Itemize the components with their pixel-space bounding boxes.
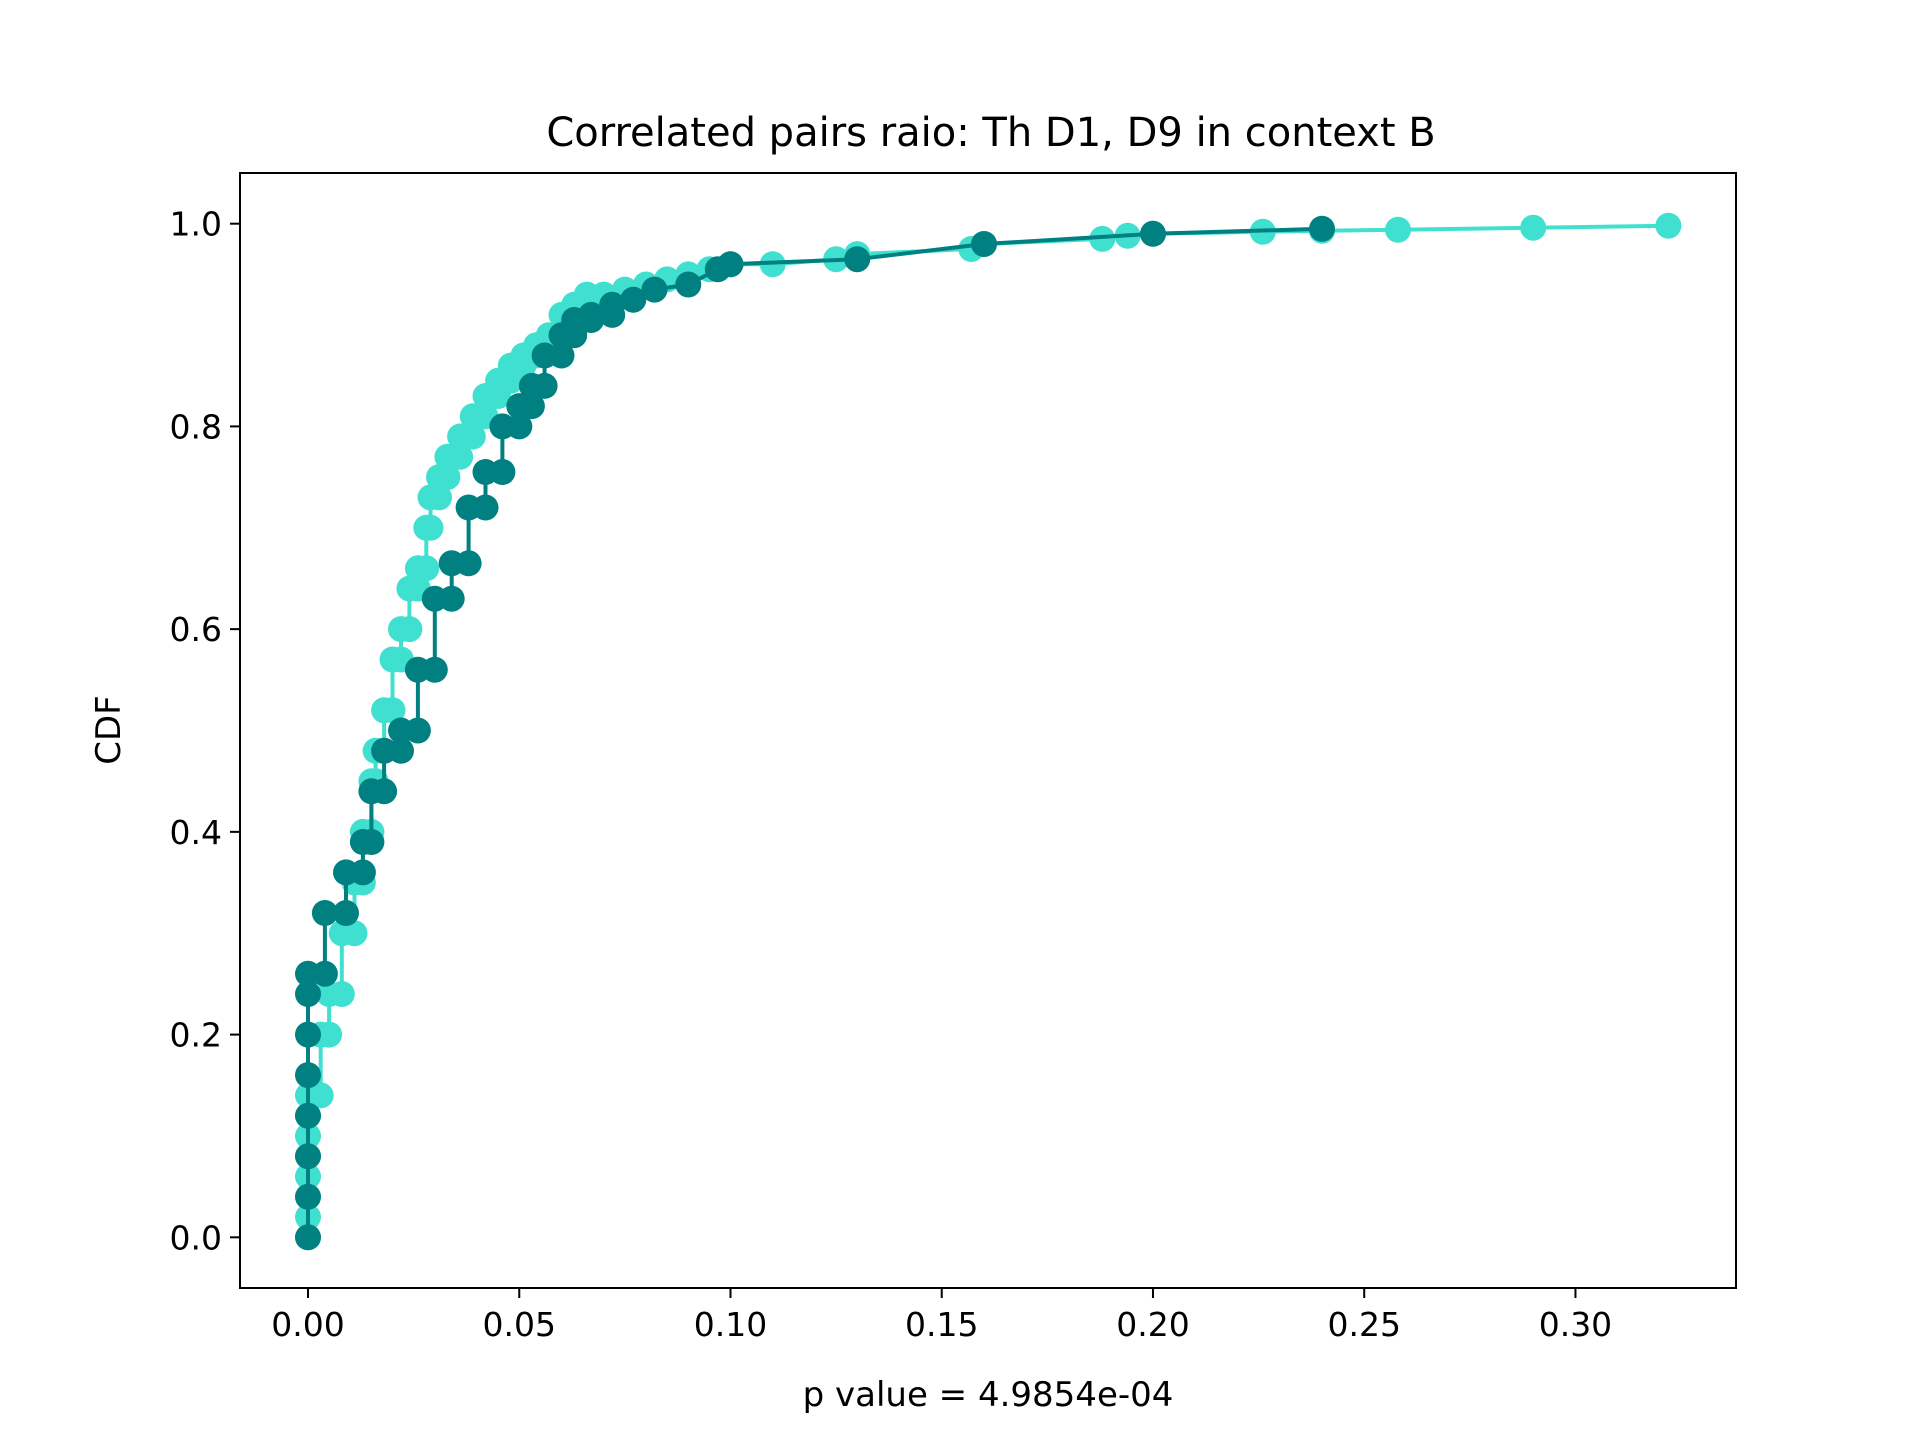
data-point xyxy=(472,494,499,521)
data-point xyxy=(578,301,605,328)
data-point xyxy=(489,459,516,485)
x-axis: 0.00 0.05 0.10 0.15 0.20 0.25 0.30 xyxy=(271,1288,1612,1344)
series-layer xyxy=(295,212,1682,1251)
data-point xyxy=(548,342,575,369)
data-point xyxy=(421,656,448,683)
data-point xyxy=(307,1082,334,1109)
data-point xyxy=(1140,220,1166,247)
plot-frame xyxy=(239,172,1737,1289)
data-point xyxy=(417,514,444,541)
y-tick-label: 0.8 xyxy=(170,407,222,446)
plot-background xyxy=(240,173,1736,1288)
data-point xyxy=(844,246,871,273)
data-point xyxy=(316,1021,343,1048)
y-tick-label: 0.6 xyxy=(170,610,222,649)
data-point xyxy=(295,1143,321,1170)
data-point xyxy=(506,413,533,440)
data-point xyxy=(1655,212,1682,239)
data-point xyxy=(447,443,474,470)
data-point xyxy=(371,778,398,805)
data-point xyxy=(341,920,368,947)
y-tick-label: 0.4 xyxy=(170,813,222,852)
y-tick-label: 0.0 xyxy=(170,1218,222,1257)
data-point xyxy=(599,291,626,318)
data-point xyxy=(349,859,376,886)
data-point xyxy=(311,900,338,926)
data-point xyxy=(518,393,545,420)
data-point xyxy=(295,1021,321,1048)
data-point xyxy=(295,1102,321,1129)
x-tick-label: 0.00 xyxy=(271,1305,344,1344)
data-point xyxy=(1385,216,1411,243)
data-point xyxy=(396,616,423,643)
x-tick-label: 0.15 xyxy=(905,1305,978,1344)
data-point xyxy=(717,251,744,278)
x-tick-label: 0.30 xyxy=(1539,1305,1612,1344)
data-point xyxy=(426,484,452,511)
data-point xyxy=(620,286,647,313)
data-point xyxy=(404,717,431,744)
chart-title: Correlated pairs raio: Th D1, D9 in cont… xyxy=(546,110,1435,156)
data-point xyxy=(388,737,414,764)
plot-area xyxy=(239,172,1737,1289)
data-point xyxy=(675,271,702,298)
data-point xyxy=(295,1224,321,1251)
data-point xyxy=(295,1062,321,1089)
data-point xyxy=(295,1183,321,1210)
x-tick-label: 0.05 xyxy=(483,1305,556,1344)
x-axis-label: p value = 4.9854e-04 xyxy=(803,1375,1174,1415)
data-point xyxy=(311,960,338,987)
data-point xyxy=(459,423,486,450)
data-point xyxy=(455,550,482,577)
data-point xyxy=(438,585,465,612)
y-axis-label: CDF xyxy=(89,695,129,764)
data-point xyxy=(358,829,385,855)
data-point xyxy=(641,276,668,303)
data-point xyxy=(434,464,461,491)
y-axis: 0.0 0.2 0.4 0.6 0.8 1.0 xyxy=(170,205,240,1257)
data-point xyxy=(1309,215,1335,242)
series-dark xyxy=(295,215,1335,1251)
y-tick-label: 1.0 xyxy=(170,205,222,244)
x-tick-label: 0.25 xyxy=(1327,1305,1400,1344)
data-point xyxy=(413,555,440,582)
data-point xyxy=(971,231,997,257)
data-point xyxy=(379,697,406,724)
data-point xyxy=(1089,225,1116,252)
data-point xyxy=(295,981,321,1007)
x-tick-label: 0.10 xyxy=(694,1305,767,1344)
data-point xyxy=(333,900,359,926)
data-point xyxy=(531,372,558,399)
x-tick-label: 0.20 xyxy=(1116,1305,1189,1344)
data-point xyxy=(328,981,355,1007)
data-point xyxy=(1520,214,1547,241)
y-tick-label: 0.2 xyxy=(170,1016,222,1055)
